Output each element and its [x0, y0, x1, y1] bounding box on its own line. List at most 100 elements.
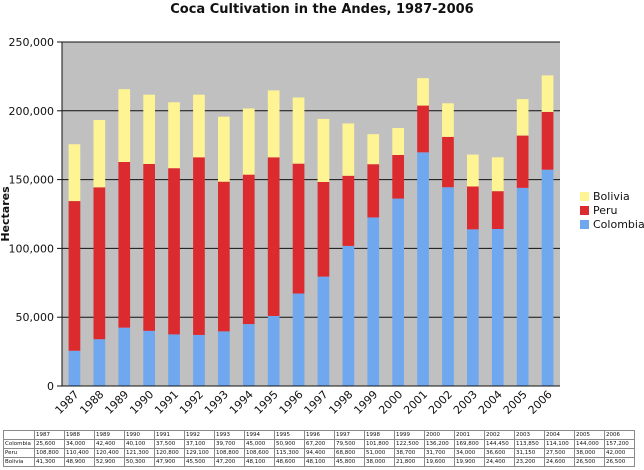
- x-tick-label: 1992: [177, 388, 206, 417]
- table-cell: 24,600: [544, 457, 575, 467]
- x-tick-label: 2004: [476, 388, 505, 417]
- bar-bolivia-1994: [242, 108, 255, 175]
- table-cell: 38,000: [574, 448, 605, 458]
- x-tick-label: 2005: [501, 388, 530, 417]
- table-cell: 120,800: [154, 448, 185, 458]
- bar-peru-1987: [68, 201, 81, 351]
- bar-peru-1996: [292, 163, 305, 294]
- bar-peru-1994: [242, 174, 255, 325]
- table-header-cell: 1990: [124, 430, 155, 440]
- bar-peru-2006: [541, 111, 554, 170]
- table-cell: 94,400: [304, 448, 335, 458]
- table-row: Peru 108,800 110,400 120,400 121,300 120,800 1…: [3, 448, 635, 458]
- table-row-label: Bolivia: [3, 457, 35, 467]
- table-cell: 31,150: [514, 448, 545, 458]
- table-cell: 108,600: [244, 448, 275, 458]
- bar-peru-2000: [392, 154, 405, 199]
- table-cell: 114,100: [544, 439, 575, 449]
- table-cell: 38,000: [364, 457, 395, 467]
- bar-peru-1989: [118, 161, 131, 328]
- table-cell: 21,800: [394, 457, 425, 467]
- table-header-row: 1987 1988 1989 1990 1991 1992 1993 1994 1995 1996…: [3, 430, 635, 440]
- table-cell: 34,000: [64, 439, 95, 449]
- bar-colombia-1998: [342, 245, 355, 386]
- table-header-cell: 2000: [424, 430, 455, 440]
- table-row-label: Peru: [3, 448, 35, 458]
- y-tick-label: 250,000: [9, 36, 55, 49]
- bar-bolivia-1995: [267, 90, 280, 158]
- table-cell: 79,500: [334, 439, 365, 449]
- bar-colombia-2004: [491, 228, 504, 386]
- table-header-cell: 2006: [604, 430, 635, 440]
- table-cell: 25,600: [34, 439, 65, 449]
- bar-peru-1991: [168, 168, 180, 335]
- table-cell: 115,300: [274, 448, 305, 458]
- table-cell: 45,500: [184, 457, 215, 467]
- bar-peru-1990: [143, 163, 156, 331]
- bar-peru-2002: [442, 136, 454, 188]
- table-header-cell: 1995: [274, 430, 305, 440]
- table-row: Bolivia 41,300 48,900 52,900 50,300 47,900 45,…: [3, 457, 635, 467]
- bar-colombia-1987: [68, 350, 81, 386]
- x-tick-label: 2000: [376, 388, 405, 417]
- bar-bolivia-1987: [68, 144, 81, 202]
- legend-swatch-colombia: [580, 220, 589, 229]
- x-tick-label: 1999: [351, 388, 380, 417]
- bar-peru-2005: [516, 135, 529, 188]
- table-cell: 50,300: [124, 457, 155, 467]
- bar-peru-2004: [491, 191, 504, 229]
- table-cell: 110,400: [64, 448, 95, 458]
- bar-bolivia-2002: [442, 103, 454, 137]
- table-cell: 122,500: [394, 439, 425, 449]
- table-cell: 19,900: [454, 457, 485, 467]
- bar-bolivia-1989: [118, 89, 131, 162]
- x-tick-label: 1989: [102, 388, 131, 417]
- table-cell: 129,100: [184, 448, 215, 458]
- bar-bolivia-1996: [292, 97, 305, 164]
- table-header-cell: 1997: [334, 430, 365, 440]
- bar-bolivia-1988: [93, 120, 106, 188]
- bar-bolivia-2001: [417, 78, 429, 106]
- x-tick-label: 1996: [277, 388, 306, 417]
- table-header-cell: 1994: [244, 430, 275, 440]
- table-cell: 157,200: [604, 439, 635, 449]
- bar-colombia-1989: [118, 327, 131, 386]
- table-cell: 120,400: [94, 448, 125, 458]
- legend-label-bolivia: Bolivia: [593, 190, 630, 203]
- bar-peru-1998: [342, 175, 355, 246]
- legend-label-colombia: Colombia: [593, 218, 644, 231]
- table-cell: 19,600: [424, 457, 455, 467]
- plot-area: [62, 42, 560, 386]
- table-header-cell: 1987: [34, 430, 65, 440]
- bar-bolivia-1991: [168, 102, 180, 169]
- table-cell: 47,200: [214, 457, 245, 467]
- table-cell: 108,800: [34, 448, 65, 458]
- table-cell: 48,100: [244, 457, 275, 467]
- y-axis-ticks: 0 50,000 100,000 150,000 200,000 250,000: [9, 36, 63, 393]
- table-cell: 27,500: [544, 448, 575, 458]
- bar-bolivia-2004: [491, 157, 504, 192]
- table-cell: 52,900: [94, 457, 125, 467]
- table-cell: 50,900: [274, 439, 305, 449]
- bar-colombia-2003: [466, 229, 479, 386]
- table-cell: 48,600: [274, 457, 305, 467]
- bar-bolivia-2003: [466, 154, 479, 187]
- table-cell: 144,450: [484, 439, 515, 449]
- bar-colombia-1992: [193, 334, 205, 386]
- y-tick-label: 0: [47, 380, 54, 393]
- table-cell: 39,700: [214, 439, 245, 449]
- bar-colombia-1993: [217, 331, 230, 386]
- y-tick-label: 150,000: [9, 174, 55, 187]
- table-cell: 108,800: [214, 448, 245, 458]
- stacked-bar-chart: Coca Cultivation in the Andes, 1987-2006…: [0, 2, 644, 417]
- x-tick-label: 2006: [526, 388, 555, 417]
- table-header-cell: 1991: [154, 430, 185, 440]
- bar-bolivia-2000: [392, 128, 405, 155]
- table-cell: 68,800: [334, 448, 365, 458]
- table-header-cell: 1989: [94, 430, 125, 440]
- bar-colombia-1991: [168, 334, 180, 386]
- bar-bolivia-1998: [342, 123, 355, 176]
- bar-bolivia-2005: [516, 99, 529, 136]
- table-header-cell: 1998: [364, 430, 395, 440]
